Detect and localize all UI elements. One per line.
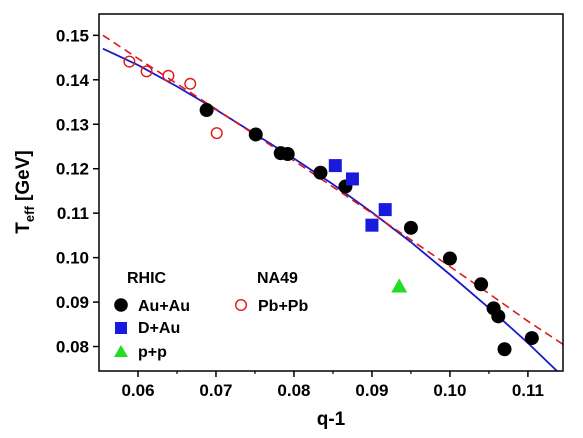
point-pb-pb [184, 77, 197, 90]
point-au-au [280, 147, 295, 162]
y-tick-label: 0.15 [56, 26, 89, 45]
y-tick-label: 0.08 [56, 338, 89, 357]
plot-frame [98, 13, 564, 372]
legend-label-d-au: D+Au [138, 320, 180, 337]
point-au-au [524, 331, 539, 346]
point-au-au [313, 165, 328, 180]
point-d-au [345, 172, 359, 186]
fit-curve-dashed [102, 34, 563, 345]
legend-marker-au-au [114, 298, 128, 312]
y-tick-label: 0.12 [56, 160, 89, 179]
y-axis-title-main: T [13, 222, 34, 234]
plot-background [99, 14, 563, 371]
point-au-au [199, 103, 214, 118]
y-axis-title: Teff [GeV] [13, 150, 37, 233]
x-axis-title: q-1 [317, 409, 346, 430]
point-au-au [497, 342, 512, 357]
y-axis-title-subscript: eff [22, 206, 37, 223]
point-au-au [474, 277, 489, 292]
point-pb-pb [162, 69, 175, 82]
legend-marker-d-au [115, 322, 127, 334]
legend-label-p-p: p+p [138, 344, 167, 361]
point-pb-pb [140, 65, 153, 78]
y-tick-label: 0.13 [56, 115, 89, 134]
x-tick-label: 0.07 [199, 381, 232, 400]
legend: RHIC NA49 Au+Au Pb+Pb D+Au p+p [114, 270, 308, 361]
x-tick-label: 0.11 [512, 381, 544, 400]
y-tick-label: 0.10 [56, 249, 89, 268]
point-pb-pb [210, 127, 223, 140]
legend-group-rhic: RHIC [127, 270, 167, 287]
point-au-au [248, 127, 263, 142]
legend-marker-pb-pb [234, 299, 247, 312]
x-tick-label: 0.10 [433, 381, 466, 400]
legend-group-na49: NA49 [257, 270, 298, 287]
legend-label-au-au: Au+Au [138, 298, 190, 315]
legend-label-pb-pb: Pb+Pb [258, 298, 308, 315]
x-tick-label: 0.09 [355, 381, 388, 400]
point-au-au [403, 220, 418, 235]
point-d-au [328, 159, 342, 173]
x-tick-label: 0.08 [277, 381, 310, 400]
point-pb-pb [123, 55, 136, 68]
point-au-au [442, 251, 457, 266]
point-au-au [491, 309, 506, 324]
legend-marker-p-p [114, 345, 128, 357]
point-p-p [391, 278, 408, 293]
data-markers [123, 55, 539, 357]
point-d-au [378, 203, 392, 217]
y-tick-label: 0.09 [56, 293, 89, 312]
y-tick-label: 0.11 [57, 204, 89, 223]
x-tick-label: 0.06 [121, 381, 154, 400]
y-tick-label: 0.14 [56, 71, 90, 90]
axis-ticks: 0.06 0.07 0.08 0.09 0.10 0.11 0.08 0.09 0.10 0.11… [56, 26, 544, 400]
y-axis-title-unit: [GeV] [13, 150, 34, 206]
point-d-au [365, 218, 379, 232]
